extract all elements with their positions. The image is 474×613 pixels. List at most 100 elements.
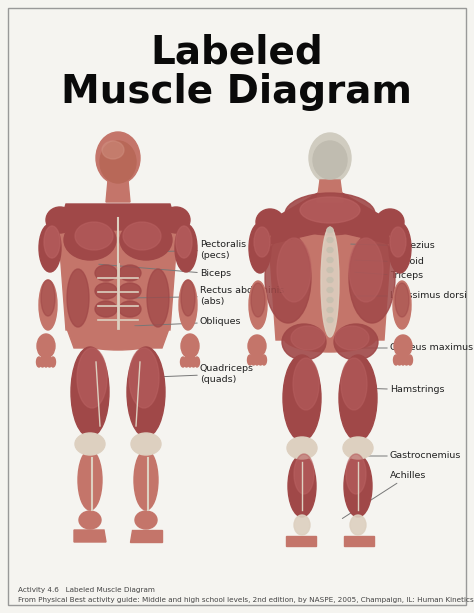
Ellipse shape [294,454,314,494]
Ellipse shape [327,287,333,292]
Ellipse shape [247,355,253,365]
Ellipse shape [327,278,333,283]
Ellipse shape [162,207,190,233]
Ellipse shape [95,265,117,281]
Ellipse shape [39,280,57,330]
Ellipse shape [249,281,267,329]
Ellipse shape [327,237,333,243]
Polygon shape [58,224,178,330]
Ellipse shape [327,297,333,302]
Ellipse shape [181,334,199,358]
Text: Deltoid: Deltoid [355,257,424,267]
Ellipse shape [344,455,372,517]
Ellipse shape [73,326,163,350]
Ellipse shape [408,355,412,365]
Ellipse shape [248,335,266,357]
Ellipse shape [309,133,351,183]
Ellipse shape [288,455,316,517]
Ellipse shape [64,220,116,260]
Ellipse shape [79,511,101,529]
Ellipse shape [67,269,89,327]
Polygon shape [66,326,170,348]
Ellipse shape [95,301,117,317]
Ellipse shape [249,223,271,273]
Ellipse shape [397,355,402,365]
Ellipse shape [393,355,399,365]
Ellipse shape [254,227,270,257]
Ellipse shape [389,223,411,273]
Ellipse shape [184,357,189,367]
Ellipse shape [256,209,284,235]
Ellipse shape [349,233,395,323]
Ellipse shape [334,324,378,360]
Ellipse shape [394,335,412,357]
Ellipse shape [346,454,366,494]
Polygon shape [270,186,390,244]
Ellipse shape [39,224,61,272]
Ellipse shape [327,227,333,232]
Text: Trapezius: Trapezius [351,242,435,251]
Ellipse shape [75,222,113,250]
Ellipse shape [343,437,373,459]
Ellipse shape [300,197,360,223]
Ellipse shape [285,193,375,235]
Ellipse shape [262,355,266,365]
Ellipse shape [131,433,161,455]
Ellipse shape [258,355,263,365]
Ellipse shape [376,209,404,235]
Ellipse shape [77,348,107,408]
Polygon shape [58,204,178,230]
Ellipse shape [181,280,195,316]
Ellipse shape [255,355,259,365]
Ellipse shape [327,267,333,273]
Polygon shape [74,530,106,542]
Text: Hamstrings: Hamstrings [361,386,445,395]
Ellipse shape [390,227,406,257]
Ellipse shape [46,207,74,233]
Ellipse shape [327,318,333,322]
Polygon shape [268,226,392,340]
Text: Biceps: Biceps [99,264,231,278]
Ellipse shape [181,357,185,367]
Ellipse shape [349,238,383,302]
Ellipse shape [265,233,311,323]
Ellipse shape [95,283,117,299]
Ellipse shape [120,220,172,260]
Ellipse shape [119,301,141,317]
Text: Pectoralis
(pecs): Pectoralis (pecs) [143,240,246,260]
Ellipse shape [75,433,105,455]
Ellipse shape [176,226,192,258]
Ellipse shape [321,227,339,337]
Text: Gastrocnemius: Gastrocnemius [355,452,461,460]
Ellipse shape [129,348,159,408]
Ellipse shape [188,357,192,367]
Text: Labeled: Labeled [151,33,323,71]
Ellipse shape [401,355,405,365]
Text: Gluteus maximus: Gluteus maximus [361,343,473,352]
Ellipse shape [341,358,367,410]
Ellipse shape [282,324,326,360]
Text: Activity 4.6   Labeled Muscle Diagram: Activity 4.6 Labeled Muscle Diagram [18,587,155,593]
Ellipse shape [100,141,136,183]
Ellipse shape [37,334,55,358]
Ellipse shape [47,357,52,367]
Ellipse shape [179,280,197,330]
Text: Muscle Diagram: Muscle Diagram [62,73,412,111]
Ellipse shape [127,347,165,437]
Text: From Physical Best activity guide: Middle and high school levels, 2nd edition, b: From Physical Best activity guide: Middl… [18,597,474,603]
Polygon shape [106,180,130,202]
Ellipse shape [327,248,333,253]
Ellipse shape [284,324,376,352]
Text: Rectus abdominis
(abs): Rectus abdominis (abs) [131,286,284,306]
Ellipse shape [194,357,200,367]
Text: Triceps: Triceps [355,272,423,281]
Ellipse shape [78,450,102,510]
Text: Achilles: Achilles [342,471,427,519]
Ellipse shape [327,257,333,262]
Ellipse shape [119,265,141,281]
Polygon shape [344,536,374,546]
Text: Quadriceps
(quads): Quadriceps (quads) [133,364,254,384]
Ellipse shape [313,141,347,179]
Ellipse shape [96,132,140,184]
Polygon shape [130,530,162,542]
